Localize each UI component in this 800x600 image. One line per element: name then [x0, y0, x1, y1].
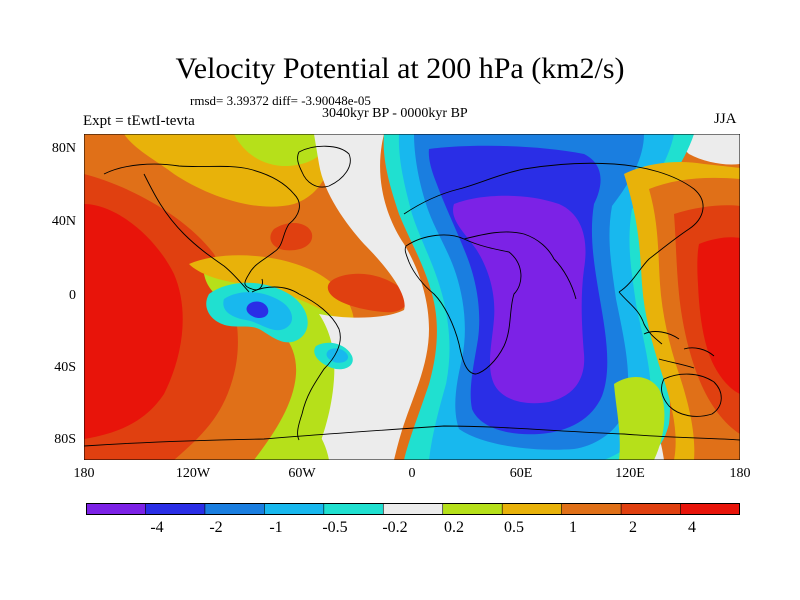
season-label: JJA: [714, 111, 737, 127]
colorbar-label-p1: 1: [569, 519, 577, 536]
colorbar-label-p2: 2: [629, 519, 637, 536]
lat-label-80n: 80N: [51, 141, 76, 156]
coastline-south-america: [251, 286, 341, 441]
contour-white-band: [314, 134, 429, 460]
lat-label-40n: 40N: [51, 214, 76, 229]
colorbar-swatch: [620, 503, 682, 515]
colorbar-swatch: [442, 503, 503, 515]
lat-label-40s: 40S: [54, 360, 76, 375]
colorbar-swatch: [86, 503, 147, 515]
colorbar-label-p05: 0.5: [504, 519, 524, 536]
contour-white-east: [681, 134, 740, 165]
coastline-greenland: [297, 145, 351, 188]
contour-red-wpac: [697, 237, 740, 394]
colorbar-swatch: [680, 503, 740, 515]
lat-label-80s: 80S: [54, 432, 76, 447]
colorbar-label-p02: 0.2: [444, 519, 464, 536]
colorbar-label-m4: -4: [150, 519, 164, 536]
period-subtitle: 3040kyr BP - 0000kyr BP: [322, 106, 468, 121]
contour-yellowgreen-south: [284, 409, 329, 460]
colorbar-swatch: [561, 503, 622, 515]
colorbar-label-p4: 4: [688, 519, 696, 536]
colorbar-swatch: [382, 503, 444, 515]
contour-left-red: [84, 204, 183, 439]
lon-label-180w: 180: [73, 466, 95, 481]
coastline-eurasia: [403, 162, 704, 345]
colorbar-swatch: [204, 503, 266, 515]
contour-gold-tropics: [189, 255, 355, 329]
lon-label-180e: 180: [729, 466, 751, 481]
contour-purple-east: [453, 195, 586, 404]
colorbar-swatch: [323, 503, 385, 515]
lon-label-60w: 60W: [288, 466, 316, 481]
colorbar-label-m2: -2: [209, 519, 223, 536]
coastline-maritime: [643, 331, 715, 369]
colorbar-label-m05: -0.5: [322, 519, 348, 536]
coastline-north-america: [103, 163, 300, 293]
coastline-australia: [661, 373, 722, 417]
lon-label-60e: 60E: [509, 466, 533, 481]
colorbar-label-m1: -1: [269, 519, 283, 536]
colorbar-label-m02: -0.2: [382, 519, 408, 536]
velocity-potential-map: [84, 134, 740, 460]
contour-gold-arctic-inner: [234, 134, 329, 167]
experiment-label: Expt = tEwtI-tevta: [83, 113, 195, 129]
contour-blue-samerica: [246, 301, 269, 319]
contour-yellowgreen-tropics: [204, 266, 353, 460]
lat-label-eq: 0: [69, 288, 76, 303]
coastline-africa: [404, 234, 522, 375]
lon-label-120e: 120E: [615, 466, 645, 481]
colorbar-swatch: [145, 503, 206, 515]
colorbar-swatch: [264, 503, 325, 515]
coastlines: [84, 145, 740, 447]
colorbar: [86, 503, 740, 515]
contour-yellowgreen-wpac: [614, 377, 665, 460]
lon-label-120w: 120W: [175, 466, 211, 481]
contour-redorange-atlantic: [327, 273, 408, 313]
chart-title: Velocity Potential at 200 hPa (km2/s): [175, 52, 625, 85]
stats-text: rmsd= 3.39372 diff= -3.90048e-05: [190, 93, 371, 108]
coastline-antarctica: [84, 425, 740, 447]
lon-label-0: 0: [408, 466, 416, 481]
colorbar-swatch: [501, 503, 563, 515]
